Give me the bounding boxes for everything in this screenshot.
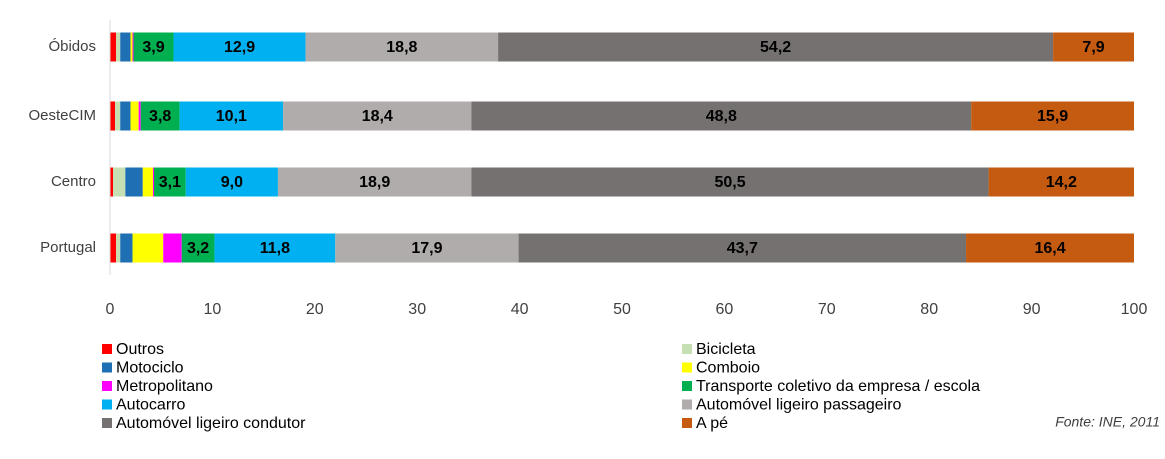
bar-segment — [125, 167, 143, 197]
bar-segment — [138, 101, 141, 131]
bar-segment — [173, 32, 306, 62]
bar-segment — [130, 101, 139, 131]
bar-segment — [142, 167, 154, 197]
bar-segment — [130, 32, 133, 62]
legend-label: A pé — [696, 415, 728, 432]
bar-segment — [133, 32, 174, 62]
legend-swatch — [102, 362, 112, 373]
bar-segment — [966, 233, 1134, 263]
y-tick-label: Portugal — [40, 239, 96, 256]
y-tick-label: OesteCIM — [28, 107, 96, 124]
legend-swatch — [102, 344, 112, 354]
data-label: 3,9 — [142, 39, 164, 56]
x-tick-label: 40 — [511, 301, 529, 318]
legend-label: Autocarro — [116, 397, 185, 414]
data-label: 48,8 — [706, 108, 737, 125]
legend-label: Automóvel ligeiro passageiro — [696, 397, 902, 414]
bar-segment — [110, 32, 117, 62]
bar-segment — [518, 233, 967, 263]
x-tick-label: 90 — [1023, 301, 1041, 318]
legend-label: Comboio — [696, 360, 760, 377]
x-tick-label: 60 — [716, 301, 734, 318]
bar-segment — [154, 167, 186, 197]
data-label: 50,5 — [714, 174, 745, 191]
y-tick-label: Centro — [51, 173, 96, 190]
bar-segment — [471, 101, 972, 131]
bar-segment — [113, 167, 126, 197]
data-label: 7,9 — [1082, 39, 1104, 56]
bar-segment — [277, 167, 472, 197]
data-label: 43,7 — [727, 240, 758, 257]
bar-segment — [498, 32, 1054, 62]
bar-segment — [153, 167, 155, 197]
bar-segment — [110, 167, 114, 197]
legend-label: Outros — [116, 341, 164, 358]
data-label: 9,0 — [221, 174, 243, 191]
x-tick-label: 80 — [920, 301, 938, 318]
bar-segment — [163, 233, 182, 263]
data-label: 3,8 — [149, 108, 171, 125]
bar-segment — [471, 167, 989, 197]
data-label: 3,1 — [159, 174, 181, 191]
x-tick-label: 30 — [408, 301, 426, 318]
legend-swatch — [102, 381, 112, 391]
bar-segment — [181, 233, 215, 263]
bar-segment — [214, 233, 336, 263]
bar-segment — [110, 233, 117, 263]
x-tick-label: 0 — [106, 301, 115, 318]
bar-segment — [971, 101, 1134, 131]
legend-swatch — [682, 362, 692, 373]
bar-segment — [132, 233, 164, 263]
bar-segment — [305, 32, 499, 62]
bar-segment — [283, 101, 472, 131]
legend-label: Transporte coletivo da empresa / escola — [696, 378, 980, 395]
data-label: 17,9 — [411, 240, 442, 257]
bar-segment — [179, 101, 284, 131]
bar-segment — [185, 167, 278, 197]
bar-segment — [1053, 32, 1134, 62]
legend-swatch — [682, 344, 692, 354]
data-label: 10,1 — [216, 108, 247, 125]
x-tick-label: 20 — [306, 301, 324, 318]
data-label: 18,4 — [362, 108, 393, 125]
legend-swatch — [682, 418, 692, 428]
bar-segment — [110, 101, 116, 131]
bar-segment — [132, 32, 134, 62]
x-tick-label: 100 — [1121, 301, 1148, 318]
data-label: 11,8 — [260, 240, 290, 257]
data-label: 54,2 — [760, 39, 791, 56]
legend-label: Automóvel ligeiro condutor — [116, 415, 306, 432]
bar-segment — [335, 233, 519, 263]
bar-segment — [116, 32, 121, 62]
data-label: 12,9 — [224, 39, 255, 56]
legend-label: Bicicleta — [696, 341, 756, 358]
bar-segment — [120, 101, 131, 131]
y-tick-label: Óbidos — [48, 38, 96, 55]
x-tick-label: 50 — [613, 301, 631, 318]
bar-segment — [115, 101, 121, 131]
data-label: 3,2 — [187, 240, 209, 257]
legend-swatch — [102, 399, 112, 410]
legend-swatch — [682, 381, 692, 391]
bar-segment — [116, 233, 121, 263]
x-tick-label: 70 — [818, 301, 836, 318]
legend-swatch — [682, 399, 692, 410]
data-label: 18,9 — [359, 174, 390, 191]
bar-segment — [120, 32, 131, 62]
bar-segment — [140, 101, 180, 131]
data-label: 14,2 — [1046, 174, 1077, 191]
legend-label: Motociclo — [116, 360, 184, 377]
data-label: 16,4 — [1034, 240, 1065, 257]
source: Fonte: INE, 2011 — [1055, 414, 1160, 430]
bar-segment — [120, 233, 133, 263]
bar-segment — [988, 167, 1134, 197]
x-tick-label: 10 — [204, 301, 222, 318]
legend-swatch — [102, 418, 112, 428]
data-label: 15,9 — [1037, 108, 1068, 125]
data-label: 18,8 — [386, 39, 417, 56]
legend-label: Metropolitano — [116, 378, 213, 395]
